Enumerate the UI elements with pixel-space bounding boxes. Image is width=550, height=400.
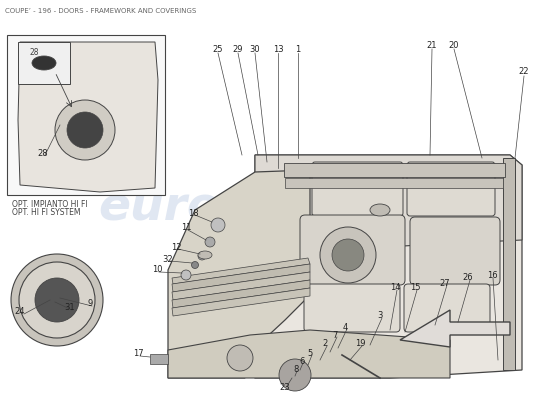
Polygon shape <box>168 170 310 378</box>
Text: 15: 15 <box>410 284 420 292</box>
Text: 23: 23 <box>280 384 290 392</box>
Text: 25: 25 <box>213 46 223 54</box>
FancyBboxPatch shape <box>312 162 403 216</box>
Text: 2: 2 <box>322 340 328 348</box>
Bar <box>7 35 165 195</box>
Text: 27: 27 <box>439 278 450 288</box>
Circle shape <box>67 112 103 148</box>
Bar <box>284 163 505 177</box>
Text: 22: 22 <box>519 68 529 76</box>
FancyBboxPatch shape <box>300 215 405 285</box>
Polygon shape <box>172 258 310 284</box>
Text: 6: 6 <box>299 356 305 366</box>
Text: 5: 5 <box>307 348 312 358</box>
Text: 20: 20 <box>449 42 459 50</box>
Text: 30: 30 <box>250 46 260 54</box>
Text: 19: 19 <box>355 340 365 348</box>
FancyBboxPatch shape <box>407 162 495 216</box>
Polygon shape <box>172 264 310 292</box>
Text: 31: 31 <box>65 304 75 312</box>
Ellipse shape <box>32 56 56 70</box>
Bar <box>503 158 515 370</box>
Text: 8: 8 <box>293 364 299 374</box>
Text: eurospares: eurospares <box>316 274 509 302</box>
Text: 3: 3 <box>377 312 383 320</box>
Circle shape <box>211 218 225 232</box>
FancyBboxPatch shape <box>304 284 400 332</box>
Circle shape <box>19 262 95 338</box>
Text: 24: 24 <box>15 308 25 316</box>
FancyBboxPatch shape <box>404 284 490 332</box>
Polygon shape <box>168 330 450 378</box>
Circle shape <box>181 270 191 280</box>
Text: 29: 29 <box>233 46 243 54</box>
Text: 18: 18 <box>188 208 199 218</box>
Circle shape <box>332 239 364 271</box>
Circle shape <box>205 237 215 247</box>
Polygon shape <box>172 280 310 308</box>
Text: 28: 28 <box>30 48 40 57</box>
Polygon shape <box>400 310 510 347</box>
Circle shape <box>55 100 115 160</box>
Circle shape <box>11 254 103 346</box>
Circle shape <box>191 262 199 268</box>
Text: 17: 17 <box>133 350 144 358</box>
Circle shape <box>279 359 311 391</box>
Text: 9: 9 <box>87 300 92 308</box>
Circle shape <box>35 278 79 322</box>
Ellipse shape <box>370 204 390 216</box>
Text: 13: 13 <box>273 46 283 54</box>
Text: 14: 14 <box>390 284 400 292</box>
Text: 21: 21 <box>427 42 437 50</box>
Text: 28: 28 <box>38 148 48 158</box>
Polygon shape <box>245 155 522 378</box>
Polygon shape <box>172 272 310 300</box>
Text: 4: 4 <box>342 322 348 332</box>
Text: 11: 11 <box>181 224 191 232</box>
Text: 12: 12 <box>170 242 182 252</box>
Text: 7: 7 <box>332 330 338 340</box>
Bar <box>285 178 503 188</box>
Text: 32: 32 <box>163 254 173 264</box>
Ellipse shape <box>198 251 212 259</box>
Text: 10: 10 <box>152 266 162 274</box>
Polygon shape <box>255 155 522 248</box>
Circle shape <box>320 227 376 283</box>
Text: OPT. HI FI SYSTEM: OPT. HI FI SYSTEM <box>12 208 80 217</box>
Circle shape <box>198 252 206 260</box>
Text: 1: 1 <box>295 46 301 54</box>
Text: OPT. IMPIANTO HI FI: OPT. IMPIANTO HI FI <box>12 200 87 209</box>
Text: COUPE’ - 196 - DOORS - FRAMEWORK AND COVERINGS: COUPE’ - 196 - DOORS - FRAMEWORK AND COV… <box>5 8 196 14</box>
Text: 26: 26 <box>463 274 474 282</box>
Polygon shape <box>18 42 158 192</box>
Text: 16: 16 <box>487 272 497 280</box>
FancyBboxPatch shape <box>410 217 500 285</box>
Polygon shape <box>172 288 310 316</box>
Circle shape <box>227 345 253 371</box>
Text: eurospares: eurospares <box>98 186 397 230</box>
Bar <box>18 42 70 84</box>
Bar <box>150 354 168 364</box>
